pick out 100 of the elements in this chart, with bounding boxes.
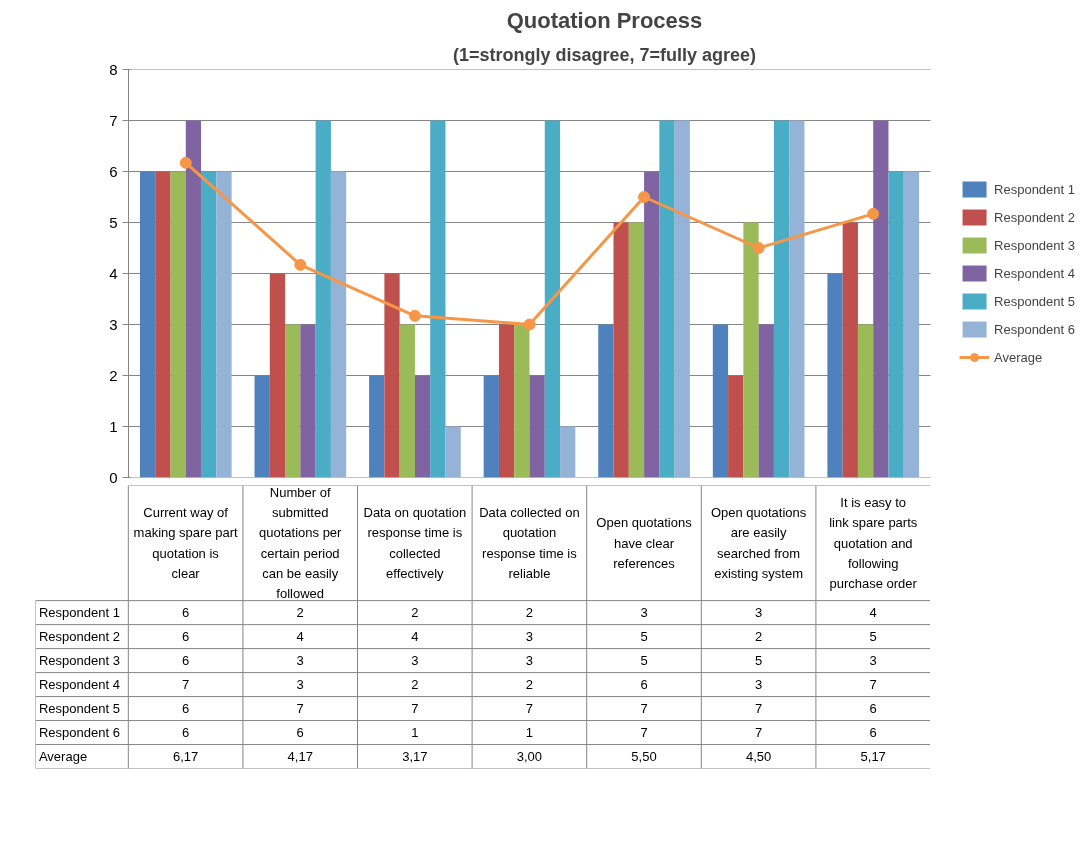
- data-label: 3: [296, 653, 304, 669]
- bar: [903, 171, 920, 478]
- data-label: 4: [411, 629, 419, 645]
- bar: [430, 120, 446, 478]
- bar: [369, 375, 385, 478]
- bar: [384, 273, 400, 478]
- bar: [827, 273, 843, 478]
- bar: [445, 426, 461, 478]
- chart-subtitle: (1=strongly disagree, 7=fully agree): [452, 44, 757, 65]
- data-label: 5,17: [860, 749, 886, 765]
- data-label: 7: [869, 677, 877, 693]
- point: [408, 309, 421, 322]
- bar: [514, 324, 530, 478]
- point: [638, 191, 651, 203]
- y-tick-label: 6: [109, 162, 118, 180]
- bar: [628, 222, 645, 478]
- legend-label: Respondent 1: [994, 181, 1075, 197]
- bar: [857, 324, 874, 478]
- data-label: 5,50: [631, 749, 657, 765]
- data-label: 6: [869, 725, 877, 741]
- bar: [644, 171, 660, 478]
- y-tick-label: 7: [109, 111, 118, 129]
- data-label: 6: [182, 653, 190, 669]
- point: [179, 156, 192, 169]
- data-label: 2: [525, 605, 534, 621]
- bar: [315, 120, 331, 478]
- data-label: 6,17: [172, 749, 199, 765]
- bar: [483, 375, 499, 478]
- data-label: 3: [754, 677, 763, 693]
- data-label: 4,17: [287, 749, 313, 765]
- bar: [728, 375, 744, 478]
- bar: [155, 171, 171, 478]
- x-tick-label: Number of submitted quotations per certain period can be easily followed: [259, 484, 343, 602]
- text: Respondent 2: [38, 629, 120, 645]
- bar: [659, 120, 675, 478]
- bar: [300, 324, 316, 478]
- data-label: 4: [296, 629, 304, 645]
- point: [752, 242, 765, 254]
- data-label: 6: [182, 701, 190, 717]
- data-label: 3: [411, 653, 419, 669]
- data-label: 2: [754, 629, 763, 645]
- data-label: 5: [869, 629, 877, 645]
- data-label: 2: [411, 677, 419, 693]
- bar: [254, 375, 270, 478]
- data-label: 6: [296, 725, 304, 741]
- y-tick-label: 1: [109, 417, 118, 435]
- y-tick-label: 2: [109, 366, 118, 384]
- legend-label: Respondent 2: [994, 209, 1075, 225]
- data-label: 7: [754, 725, 763, 741]
- bar: [414, 375, 431, 478]
- data-label: 3: [525, 653, 534, 669]
- data-label: 6: [182, 629, 190, 645]
- legend-label: Respondent 5: [994, 293, 1075, 309]
- x-tick-label: Open quotations are easily searched from existing system: [710, 505, 807, 581]
- x-tick-label: Current way of making spare part quotation is clear: [133, 505, 239, 581]
- bar: [139, 171, 156, 478]
- y-tick-label: 5: [109, 213, 118, 231]
- text: Average: [38, 749, 88, 765]
- bar: [758, 324, 774, 478]
- data-label: 5: [640, 629, 648, 645]
- bar: [873, 120, 889, 478]
- bar: [170, 171, 186, 478]
- data-label: 7: [640, 725, 648, 741]
- data-label: 7: [296, 701, 304, 717]
- bar: [399, 324, 415, 478]
- data-label: 7: [525, 701, 534, 717]
- data-label: 7: [411, 701, 419, 717]
- data-label: 3: [525, 629, 534, 645]
- x-tick-label: Data collected on quotation response time is reliable: [479, 505, 580, 581]
- x-tick-label: Open quotations have clear references: [596, 515, 693, 571]
- bar: [743, 222, 759, 478]
- data-label: 5: [754, 653, 763, 669]
- bar: [529, 375, 545, 478]
- bar: [185, 120, 202, 478]
- bar: [712, 324, 729, 478]
- data-label: 7: [640, 701, 648, 717]
- data-label: 3: [640, 605, 648, 621]
- data-label: 2: [411, 605, 419, 621]
- legend-label: Respondent 6: [994, 321, 1075, 337]
- bar: [269, 273, 286, 478]
- data-label: 3: [869, 653, 877, 669]
- bar: [560, 426, 576, 478]
- bar: [498, 324, 515, 478]
- bar: [842, 222, 858, 478]
- data-label: 2: [296, 605, 304, 621]
- legend-label: Respondent 3: [994, 237, 1075, 253]
- point: [294, 258, 307, 271]
- data-label: 7: [754, 701, 763, 717]
- text: Respondent 4: [38, 677, 120, 693]
- y-tick-label: 8: [109, 60, 118, 78]
- data-label: 4,50: [745, 749, 772, 765]
- bar: [216, 171, 232, 478]
- bar: [285, 324, 301, 478]
- x-tick-label: Data on quotation response time is collected effectively: [363, 505, 467, 581]
- data-label: 6: [182, 605, 190, 621]
- data-label: 1: [525, 725, 534, 741]
- y-tick-label: 4: [109, 264, 118, 282]
- text: Respondent 5: [38, 701, 120, 717]
- data-label: 6: [182, 725, 190, 741]
- point: [867, 207, 880, 220]
